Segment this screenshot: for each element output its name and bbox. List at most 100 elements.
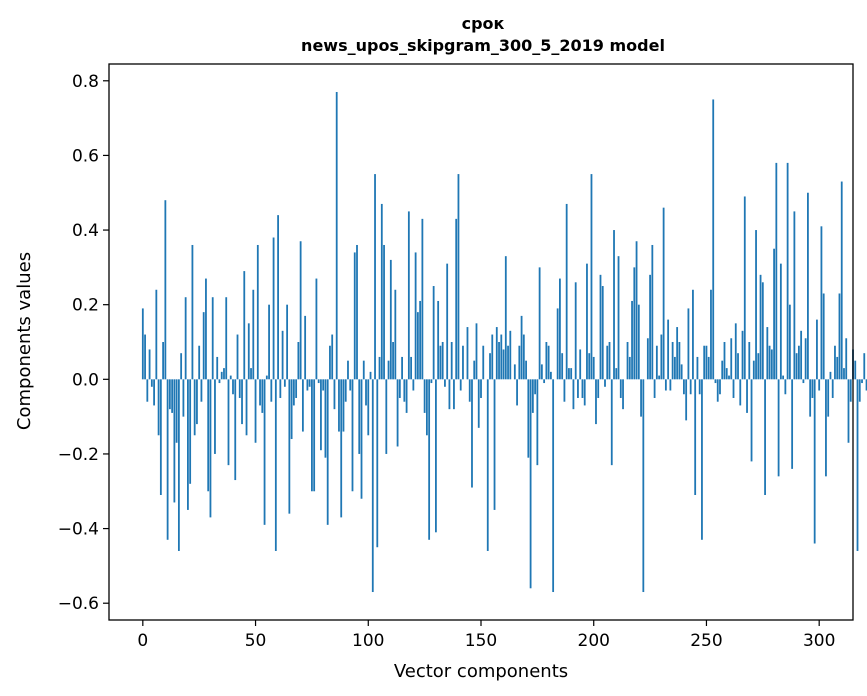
x-tick-label: 0 xyxy=(137,631,148,651)
bar xyxy=(416,312,419,380)
y-axis-label: Components values xyxy=(14,252,35,430)
bar xyxy=(642,379,645,593)
bar xyxy=(561,353,564,380)
bar xyxy=(389,259,392,380)
bar xyxy=(376,379,379,548)
bar xyxy=(398,379,401,398)
bar xyxy=(157,379,160,436)
bar xyxy=(739,379,742,406)
bar xyxy=(410,356,413,380)
bar xyxy=(425,379,428,436)
bar xyxy=(531,379,534,413)
bar xyxy=(448,379,451,410)
bar xyxy=(856,379,859,551)
bar xyxy=(863,353,866,380)
bar xyxy=(635,241,638,380)
bar xyxy=(471,379,473,488)
bar xyxy=(816,319,818,380)
bar xyxy=(721,360,724,380)
bar xyxy=(831,379,834,398)
bar xyxy=(200,379,203,402)
bar xyxy=(265,375,268,380)
bar xyxy=(317,379,320,384)
bar xyxy=(344,379,347,402)
bar xyxy=(489,353,491,380)
bar xyxy=(283,379,286,387)
bar xyxy=(703,345,706,380)
bar xyxy=(586,263,588,380)
bar xyxy=(432,286,435,380)
bar xyxy=(288,379,291,514)
bar xyxy=(534,379,537,395)
bar xyxy=(329,345,331,380)
y-axis-ticks: −0.6 −0.4 −0.2 0.0 0.2 0.4 0.6 0.8 xyxy=(58,72,109,614)
y-tick-label: 0.8 xyxy=(72,72,99,92)
bar xyxy=(759,274,762,380)
bar xyxy=(640,379,642,417)
bar xyxy=(301,379,304,432)
bar xyxy=(827,379,830,417)
bar xyxy=(536,379,539,466)
bar xyxy=(292,379,295,406)
bar xyxy=(728,375,730,380)
x-tick-label: 250 xyxy=(690,631,722,651)
bar xyxy=(182,379,185,417)
bar xyxy=(595,379,597,425)
bar xyxy=(306,379,309,391)
bar xyxy=(633,267,636,380)
bar xyxy=(628,356,631,380)
bar xyxy=(272,237,275,380)
bar xyxy=(439,345,442,380)
bar xyxy=(604,379,606,387)
bar xyxy=(543,379,546,384)
bar xyxy=(734,323,737,380)
bar xyxy=(843,368,845,380)
bar xyxy=(250,368,252,380)
bar xyxy=(804,338,807,380)
bar xyxy=(599,274,602,380)
bar xyxy=(570,368,573,380)
bar xyxy=(419,300,422,380)
bar xyxy=(367,379,370,436)
bar xyxy=(486,379,489,551)
chart-title: срок xyxy=(462,14,505,33)
x-axis-label: Vector components xyxy=(394,661,568,682)
bar xyxy=(714,379,717,384)
bar xyxy=(148,349,151,380)
bar xyxy=(437,300,440,380)
bar xyxy=(545,342,548,380)
bar xyxy=(453,379,455,410)
bar xyxy=(184,297,187,380)
bar xyxy=(500,334,503,380)
bar xyxy=(351,379,354,492)
bar xyxy=(193,379,196,436)
bar xyxy=(565,203,568,380)
bar xyxy=(358,379,361,454)
bar xyxy=(707,356,710,380)
bar xyxy=(254,379,257,443)
bar xyxy=(849,379,852,402)
bar xyxy=(746,379,748,413)
bar xyxy=(462,345,464,380)
bar xyxy=(150,379,153,387)
bar xyxy=(421,218,424,380)
bar xyxy=(155,289,158,380)
bar xyxy=(818,379,821,391)
bar xyxy=(299,241,302,380)
bar xyxy=(297,342,300,380)
bar xyxy=(223,368,225,380)
bar xyxy=(568,368,570,380)
bar xyxy=(788,304,791,380)
y-tick-label: −0.2 xyxy=(58,445,99,465)
bar xyxy=(349,379,352,391)
bar xyxy=(353,252,356,380)
bar xyxy=(622,379,624,410)
y-tick-label: 0.2 xyxy=(72,296,99,316)
bar xyxy=(491,334,494,380)
bar xyxy=(261,379,264,413)
bar xyxy=(238,379,241,398)
bar xyxy=(378,356,381,380)
bar xyxy=(277,215,279,380)
bar xyxy=(737,353,739,380)
bar xyxy=(168,379,171,410)
